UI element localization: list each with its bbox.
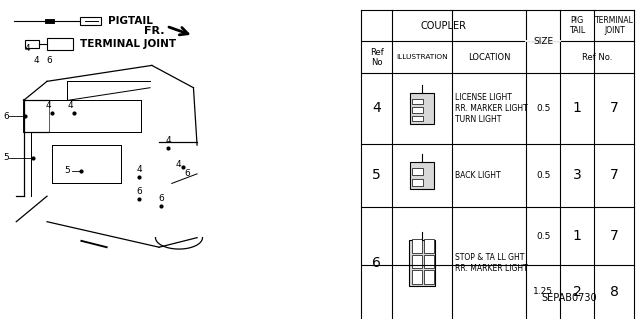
Text: 4: 4 xyxy=(175,160,180,169)
Bar xyxy=(412,99,422,104)
Text: 6: 6 xyxy=(4,112,10,121)
Text: TERMINAL JOINT: TERMINAL JOINT xyxy=(79,39,175,49)
Bar xyxy=(412,270,422,284)
Text: 6: 6 xyxy=(158,194,164,203)
Text: 4: 4 xyxy=(136,165,142,174)
Text: 7: 7 xyxy=(610,168,619,182)
Bar xyxy=(412,108,422,113)
Text: 6: 6 xyxy=(136,187,142,196)
Text: FR.: FR. xyxy=(144,26,164,36)
Text: 6: 6 xyxy=(372,256,381,270)
Text: 4: 4 xyxy=(24,44,30,53)
Bar xyxy=(26,40,39,48)
Text: 2: 2 xyxy=(573,285,582,299)
Bar xyxy=(412,255,422,268)
Text: 5: 5 xyxy=(372,168,381,182)
Text: 4: 4 xyxy=(68,101,74,110)
Bar xyxy=(47,38,73,50)
Text: PIGTAIL: PIGTAIL xyxy=(108,16,154,26)
Text: LOCATION: LOCATION xyxy=(468,53,510,62)
Text: 4: 4 xyxy=(33,56,39,65)
Bar xyxy=(412,168,422,175)
Text: ILLUSTRATION: ILLUSTRATION xyxy=(396,55,448,60)
Bar xyxy=(79,17,101,25)
Text: 8: 8 xyxy=(610,285,619,299)
Text: 7: 7 xyxy=(610,229,619,243)
Text: 0.5: 0.5 xyxy=(536,232,550,241)
Bar xyxy=(424,255,435,268)
Text: SEPAB0730: SEPAB0730 xyxy=(541,293,596,303)
Bar xyxy=(410,240,435,286)
Bar xyxy=(410,93,434,124)
Text: PIG
TAIL: PIG TAIL xyxy=(569,16,586,35)
Text: 6: 6 xyxy=(46,56,52,65)
Text: Ref No.: Ref No. xyxy=(582,53,612,62)
Text: COUPLER: COUPLER xyxy=(420,20,467,31)
Bar xyxy=(410,162,434,189)
Text: 3: 3 xyxy=(573,168,582,182)
Text: Ref
No: Ref No xyxy=(370,48,383,67)
Text: 4: 4 xyxy=(46,101,52,110)
Text: 1: 1 xyxy=(573,229,582,243)
Text: 5: 5 xyxy=(4,153,10,162)
Text: 4: 4 xyxy=(372,101,381,115)
Text: 0.5: 0.5 xyxy=(536,104,550,113)
Text: 5: 5 xyxy=(65,166,70,175)
Bar xyxy=(412,116,422,121)
Bar xyxy=(424,239,435,253)
Bar xyxy=(424,270,435,284)
Text: LICENSE LIGHT
RR. MARKER LIGHT
TURN LIGHT: LICENSE LIGHT RR. MARKER LIGHT TURN LIGH… xyxy=(455,93,527,124)
Text: TERMINAL
JOINT: TERMINAL JOINT xyxy=(595,16,634,35)
Text: 0.5: 0.5 xyxy=(536,171,550,180)
Bar xyxy=(412,179,422,186)
Text: BACK LIGHT: BACK LIGHT xyxy=(455,171,500,180)
Text: SIZE: SIZE xyxy=(533,37,553,46)
Text: 4: 4 xyxy=(165,136,171,145)
Text: STOP & TA LL GHT
RR. MARKER LIGHT: STOP & TA LL GHT RR. MARKER LIGHT xyxy=(455,253,527,273)
Text: 1: 1 xyxy=(573,101,582,115)
Text: 6: 6 xyxy=(184,169,190,178)
Bar xyxy=(412,239,422,253)
Text: 1.25: 1.25 xyxy=(533,287,553,296)
Text: 7: 7 xyxy=(610,101,619,115)
